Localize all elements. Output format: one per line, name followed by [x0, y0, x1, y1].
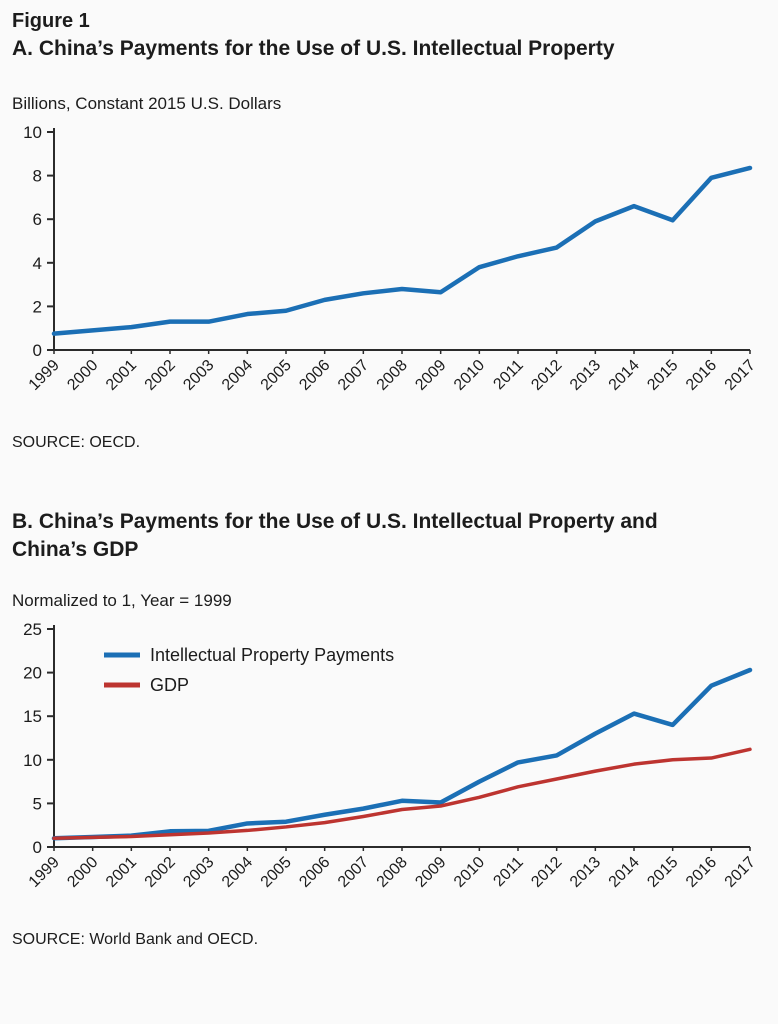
x-tick-label: 2001: [103, 357, 140, 394]
series-line-intellectual-property-payments: [51, 667, 753, 841]
x-tick-label: 2010: [451, 357, 488, 394]
y-tick-label: 4: [33, 254, 42, 273]
series-line-intellectual-property-payments: [51, 166, 753, 337]
x-tick-label: 2000: [64, 854, 101, 891]
figure-label: Figure 1: [12, 10, 90, 32]
x-tick-label: 2003: [180, 357, 217, 394]
x-tick-label: 2011: [490, 854, 526, 890]
y-tick-label: 0: [33, 838, 42, 857]
x-tick-label: 2011: [490, 357, 526, 393]
x-tick-label: 2014: [606, 357, 643, 394]
x-tick-label: 2006: [296, 854, 333, 891]
x-tick-label: 2002: [142, 357, 179, 394]
x-tick-label: 2000: [64, 357, 101, 394]
x-tick-label: 2013: [567, 854, 604, 891]
y-tick-label: 0: [33, 341, 42, 360]
x-tick-label: 2017: [722, 357, 759, 394]
figure-page: Figure 1 A. China’s Payments for the Use…: [12, 10, 766, 949]
x-tick-label: 2016: [683, 357, 720, 394]
x-tick-label: 2002: [142, 854, 179, 891]
x-tick-label: 2012: [528, 854, 565, 891]
x-tick-label: 2008: [374, 854, 411, 891]
y-tick-label: 25: [23, 620, 42, 639]
panel-b-source: SOURCE: World Bank and OECD.: [12, 930, 259, 948]
x-tick-label: 1999: [26, 854, 63, 891]
x-tick-label: 2009: [412, 357, 449, 394]
x-tick-label: 2015: [644, 854, 681, 891]
panel-a-source: SOURCE: OECD.: [12, 434, 141, 452]
x-tick-label: 2005: [258, 357, 295, 394]
panel-a-units-label: Billions, Constant 2015 U.S. Dollars: [12, 94, 282, 114]
legend-label: GDP: [150, 675, 189, 695]
x-tick-label: 2005: [258, 854, 295, 891]
series-line-gdp: [52, 747, 752, 840]
x-tick-label: 2013: [567, 357, 604, 394]
x-tick-label: 2015: [644, 357, 681, 394]
x-tick-label: 2012: [528, 357, 565, 394]
panel-b-units-label: Normalized to 1, Year = 1999: [12, 590, 232, 610]
x-tick-label: 2009: [412, 854, 449, 891]
x-tick-label: 2017: [722, 854, 759, 891]
y-tick-label: 20: [23, 663, 42, 682]
y-tick-label: 8: [33, 167, 42, 186]
y-tick-label: 15: [23, 707, 42, 726]
panel-a: A. China’s Payments for the Use of U.S. …: [12, 35, 766, 452]
y-tick-label: 2: [33, 298, 42, 317]
x-tick-label: 2001: [103, 854, 140, 891]
y-tick-label: 5: [33, 794, 42, 813]
panel-b: B. China’s Payments for the Use of U.S. …: [12, 508, 766, 949]
legend-label: Intellectual Property Payments: [150, 645, 394, 665]
y-tick-label: 10: [23, 123, 42, 142]
x-tick-label: 2007: [335, 357, 372, 394]
panel-a-title: A. China’s Payments for the Use of U.S. …: [12, 37, 615, 60]
x-tick-label: 2007: [335, 854, 372, 891]
x-tick-label: 2004: [219, 357, 256, 394]
x-tick-label: 2006: [296, 357, 333, 394]
y-tick-label: 10: [23, 751, 42, 770]
y-tick-label: 6: [33, 210, 42, 229]
x-tick-label: 2014: [606, 854, 643, 891]
x-tick-label: 1999: [26, 357, 63, 394]
panel-b-title: B. China’s Payments for the Use of U.S. …: [12, 510, 658, 561]
x-tick-label: 2010: [451, 854, 488, 891]
x-tick-label: 2004: [219, 854, 256, 891]
x-tick-label: 2003: [180, 854, 217, 891]
x-tick-label: 2016: [683, 854, 720, 891]
x-tick-label: 2008: [374, 357, 411, 394]
